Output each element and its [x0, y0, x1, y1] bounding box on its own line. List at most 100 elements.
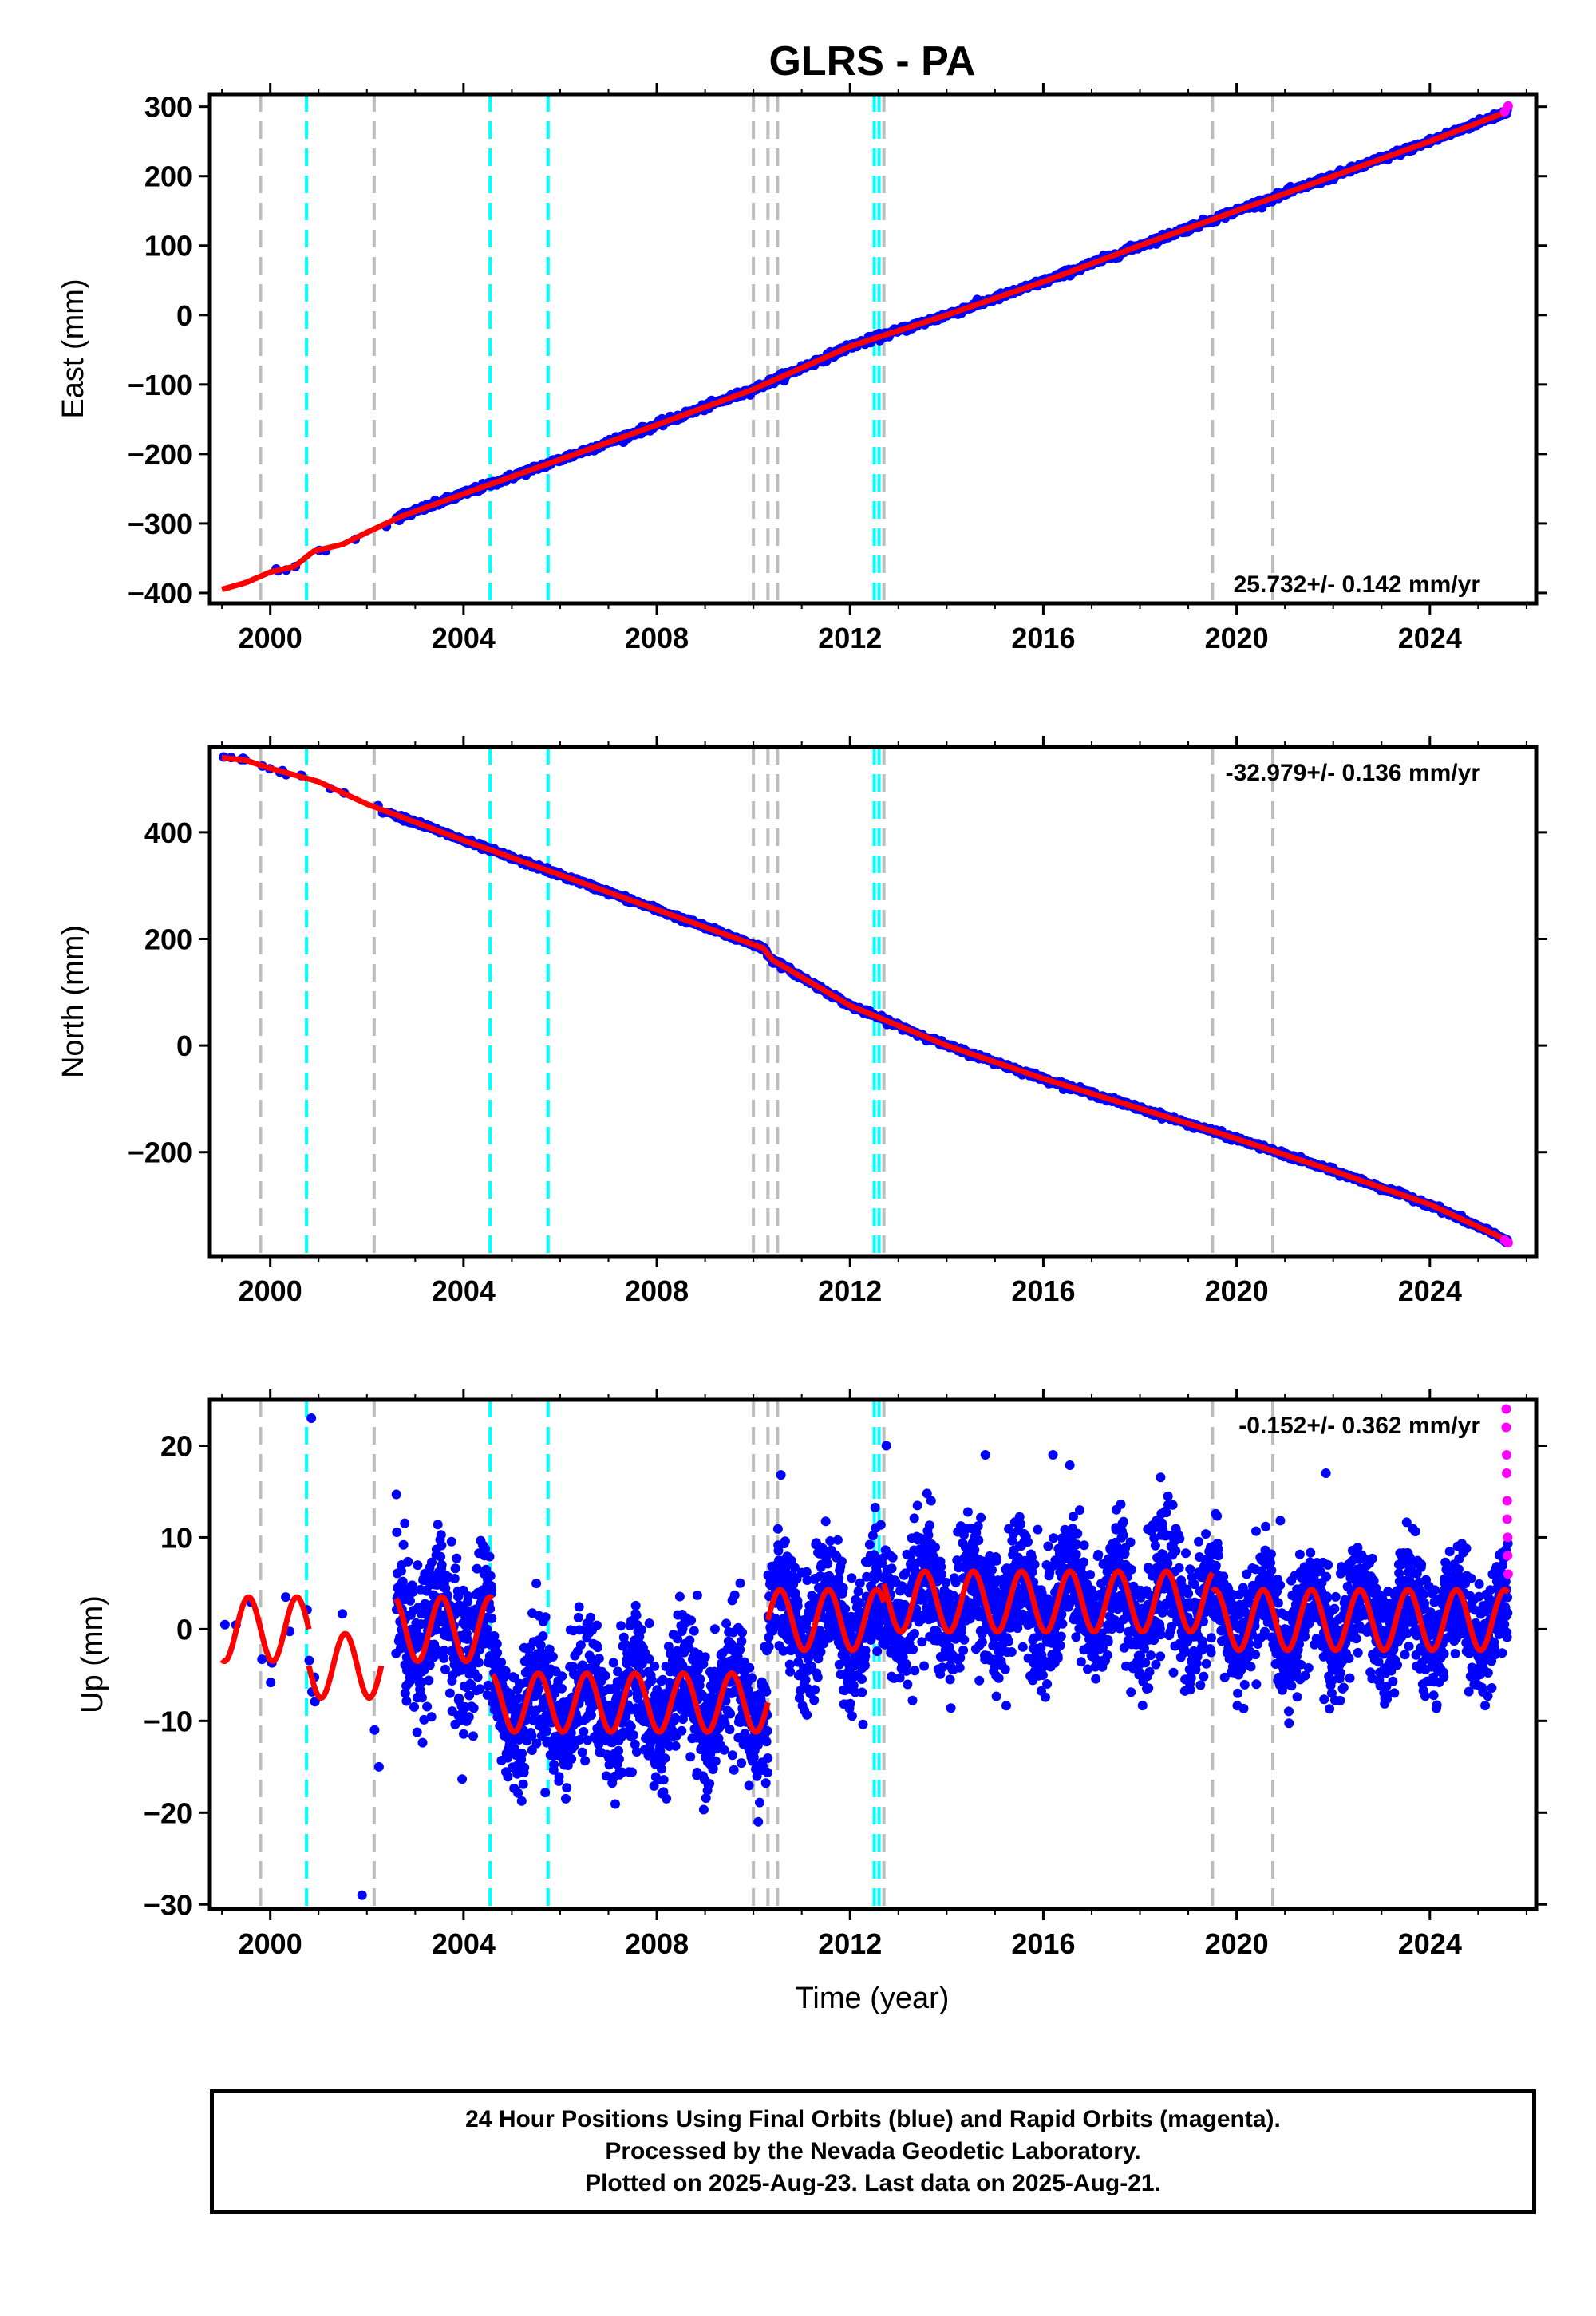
- final-point: [901, 1666, 911, 1676]
- final-point: [922, 1488, 932, 1499]
- y-axis-label: East (mm): [57, 279, 90, 418]
- final-point: [867, 1531, 878, 1541]
- final-point: [780, 1536, 790, 1547]
- plot-frame: [207, 745, 1539, 1259]
- plot-area: [219, 747, 1513, 1256]
- final-point: [677, 1725, 687, 1736]
- x-tick-label: 2016: [1011, 1275, 1075, 1307]
- final-point: [745, 1662, 755, 1673]
- final-point: [424, 1675, 434, 1686]
- final-point: [870, 1502, 880, 1512]
- final-point: [809, 1695, 820, 1705]
- final-point: [855, 1578, 865, 1588]
- rate-label: 25.732+/- 0.142 mm/yr: [1234, 571, 1481, 598]
- final-point: [463, 1591, 473, 1601]
- final-point: [812, 1672, 823, 1682]
- final-point: [778, 1646, 788, 1656]
- final-point: [897, 1581, 907, 1591]
- final-point: [747, 1673, 757, 1683]
- final-point: [807, 1662, 817, 1672]
- final-point: [401, 1652, 412, 1662]
- y-tick-label: −100: [128, 369, 192, 401]
- final-point: [725, 1725, 735, 1734]
- final-point: [518, 1779, 528, 1789]
- final-point: [468, 1731, 478, 1741]
- final-point: [436, 1530, 446, 1540]
- final-point: [674, 1591, 685, 1602]
- final-point: [743, 1685, 753, 1695]
- final-point: [955, 1653, 966, 1663]
- final-point: [719, 1745, 729, 1755]
- final-point: [952, 1555, 962, 1566]
- final-point: [610, 1799, 620, 1809]
- final-point: [825, 1536, 836, 1546]
- final-point: [655, 1746, 666, 1756]
- final-point: [840, 1603, 851, 1614]
- final-point: [503, 1772, 513, 1782]
- final-point: [417, 1737, 428, 1748]
- final-point: [872, 1646, 883, 1657]
- final-point: [586, 1612, 595, 1622]
- final-point: [580, 1756, 591, 1766]
- final-point: [487, 1614, 497, 1623]
- plot-frame: [207, 92, 1539, 606]
- final-point: [459, 1729, 468, 1739]
- final-point: [792, 1574, 802, 1584]
- final-point: [820, 1516, 831, 1527]
- final-point: [708, 1764, 718, 1774]
- final-point: [338, 1609, 348, 1619]
- y-tick-label: −200: [128, 438, 192, 471]
- final-point: [853, 1587, 863, 1597]
- final-point: [531, 1738, 542, 1749]
- final-point: [575, 1640, 586, 1650]
- x-tick-label: 2008: [625, 622, 689, 654]
- final-point: [566, 1728, 576, 1738]
- final-point: [917, 1637, 927, 1647]
- final-point: [763, 1753, 773, 1763]
- final-point: [557, 1671, 567, 1682]
- final-point: [527, 1731, 537, 1741]
- final-point: [725, 1709, 736, 1719]
- final-point: [762, 1725, 772, 1736]
- final-point: [400, 1688, 410, 1698]
- x-tick-label: 2004: [432, 622, 496, 654]
- final-point: [257, 1654, 267, 1665]
- figure-title: GLRS - PA: [768, 38, 975, 85]
- final-point: [412, 1727, 422, 1737]
- final-point: [304, 1655, 314, 1666]
- x-tick-label: 2004: [432, 1275, 496, 1307]
- y-tick-label: 200: [144, 923, 192, 956]
- y-tick-label: 400: [144, 816, 192, 849]
- x-tick-label: 2012: [818, 622, 882, 654]
- final-point: [542, 1726, 552, 1737]
- final-point: [887, 1552, 898, 1563]
- final-point: [472, 1672, 483, 1682]
- final-point: [685, 1752, 696, 1762]
- final-point: [425, 1660, 435, 1670]
- final-point: [737, 1758, 746, 1769]
- final-point: [433, 1520, 443, 1530]
- final-point: [656, 1764, 666, 1774]
- final-point: [864, 1539, 875, 1550]
- final-point: [219, 1619, 230, 1630]
- final-point: [417, 1693, 427, 1703]
- final-point: [636, 1625, 646, 1634]
- final-point: [281, 1592, 291, 1603]
- final-point: [907, 1695, 918, 1705]
- final-point: [760, 1778, 771, 1788]
- final-orbit-points: [271, 105, 1512, 576]
- final-point: [419, 1714, 429, 1725]
- final-point: [793, 1657, 804, 1667]
- plot-area: [219, 1400, 1513, 1909]
- final-point: [554, 1772, 564, 1782]
- final-point: [737, 1627, 747, 1638]
- final-point: [600, 1670, 610, 1681]
- final-point: [432, 1650, 442, 1660]
- y-axis-label: North (mm): [57, 925, 90, 1078]
- model-fit-line: [221, 109, 1508, 592]
- final-point: [770, 1613, 780, 1623]
- final-point: [857, 1674, 867, 1684]
- final-point: [729, 1765, 739, 1775]
- final-point: [910, 1628, 919, 1638]
- final-point: [727, 1750, 737, 1761]
